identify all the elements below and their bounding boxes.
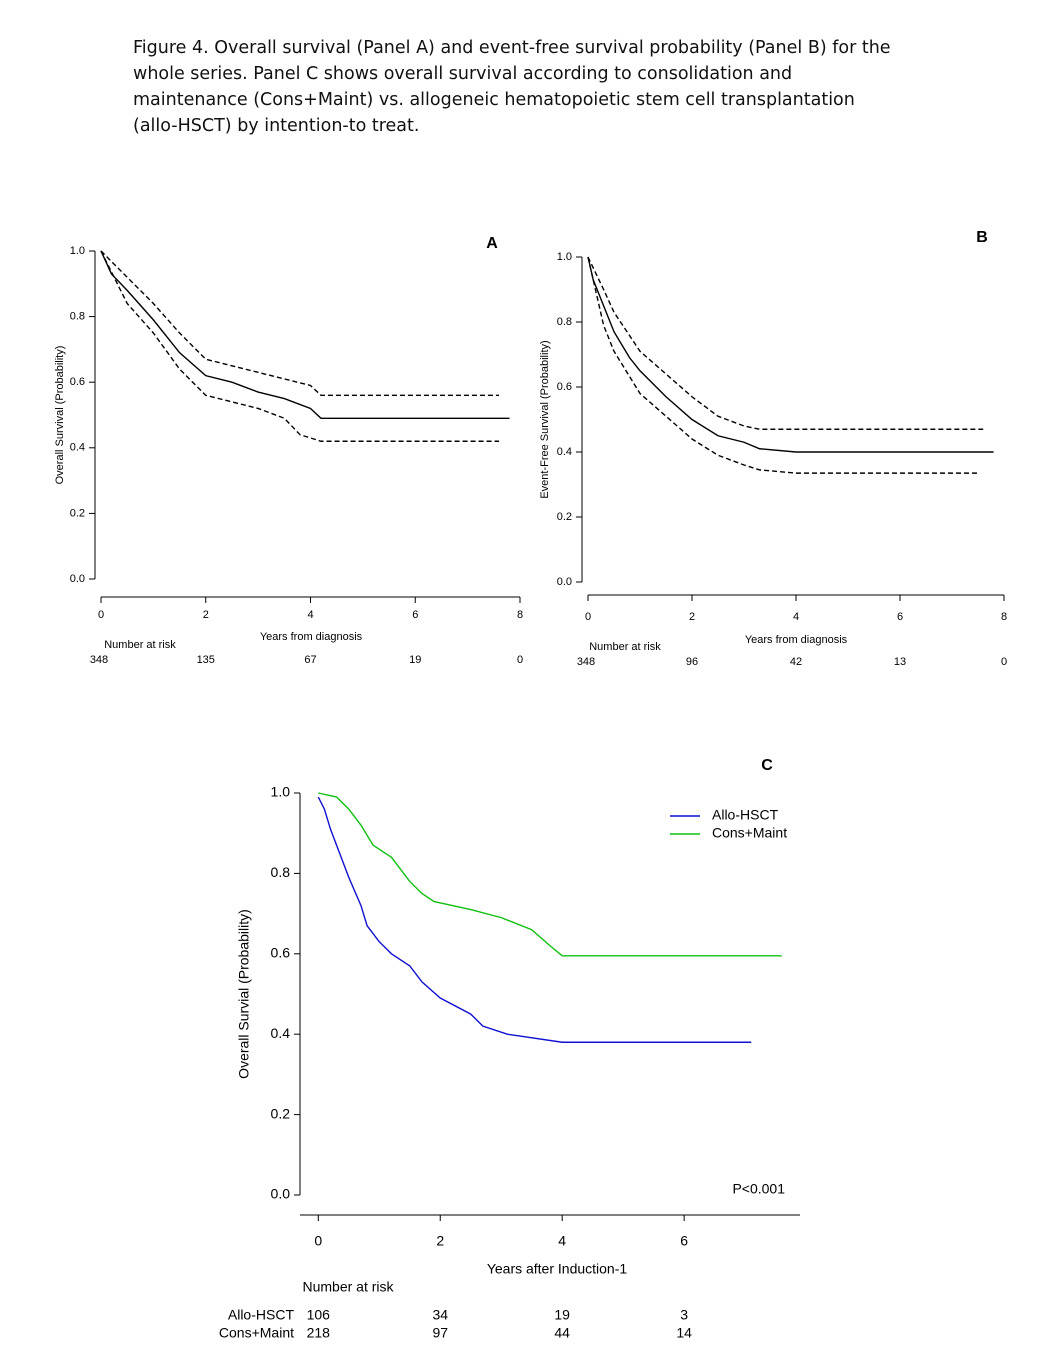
y-tick-label: 0.8 bbox=[70, 311, 85, 323]
y-axis-label: Overall Survial (Probability) bbox=[236, 909, 252, 1079]
y-tick-label: 0.4 bbox=[271, 1025, 291, 1041]
at-risk-count: 19 bbox=[409, 654, 421, 666]
at-risk-title: Number at risk bbox=[302, 1279, 394, 1295]
at-risk-count: 348 bbox=[577, 656, 595, 668]
y-tick-label: 0.2 bbox=[70, 507, 85, 519]
y-tick-label: 0.0 bbox=[557, 576, 572, 588]
at-risk-count: 0 bbox=[517, 654, 523, 666]
at-risk-title: Number at risk bbox=[589, 641, 661, 653]
at-risk-count: 96 bbox=[686, 656, 698, 668]
annotation: P<0.001 bbox=[732, 1181, 785, 1197]
x-tick-label: 0 bbox=[585, 611, 591, 623]
x-tick-label: 4 bbox=[307, 609, 313, 621]
survival-curve bbox=[100, 250, 510, 419]
survival-curve bbox=[100, 250, 500, 397]
at-risk-count: 97 bbox=[432, 1325, 448, 1341]
x-tick-label: 6 bbox=[897, 611, 903, 623]
y-tick-label: 0.4 bbox=[557, 446, 572, 458]
at-risk-count: 67 bbox=[304, 654, 316, 666]
at-risk-count: 14 bbox=[676, 1325, 692, 1341]
x-tick-label: 2 bbox=[689, 611, 695, 623]
at-risk-count: 218 bbox=[307, 1325, 331, 1341]
y-tick-label: 0.6 bbox=[70, 376, 85, 388]
at-risk-count: 19 bbox=[554, 1307, 570, 1323]
caption-line: whole series. Panel C shows overall surv… bbox=[133, 64, 793, 84]
y-tick-label: 0.0 bbox=[70, 573, 85, 585]
survival-curve bbox=[587, 256, 978, 474]
x-axis-label: Years from diagnosis bbox=[260, 631, 363, 643]
x-tick-label: 6 bbox=[412, 609, 418, 621]
x-tick-label: 2 bbox=[436, 1233, 444, 1249]
y-tick-label: 0.6 bbox=[271, 945, 291, 961]
x-tick-label: 8 bbox=[1001, 611, 1007, 623]
x-tick-label: 6 bbox=[680, 1233, 688, 1249]
y-tick-label: 1.0 bbox=[557, 251, 572, 263]
at-risk-count: 348 bbox=[90, 654, 108, 666]
x-axis-label: Years from diagnosis bbox=[745, 634, 848, 646]
legend-label: Cons+Maint bbox=[712, 825, 787, 841]
y-tick-label: 1.0 bbox=[271, 784, 291, 800]
x-tick-label: 4 bbox=[793, 611, 799, 623]
y-tick-label: 0.2 bbox=[557, 511, 572, 523]
panel-label: C bbox=[761, 757, 773, 774]
at-risk-count: 106 bbox=[307, 1307, 331, 1323]
x-tick-label: 8 bbox=[517, 609, 523, 621]
y-tick-label: 0.2 bbox=[271, 1105, 291, 1121]
x-tick-label: 2 bbox=[203, 609, 209, 621]
caption-line: Figure 4. Overall survival (Panel A) and… bbox=[133, 38, 891, 58]
x-tick-label: 0 bbox=[98, 609, 104, 621]
x-tick-label: 4 bbox=[558, 1233, 566, 1249]
panel-label: B bbox=[976, 229, 988, 246]
at-risk-count: 34 bbox=[432, 1307, 448, 1323]
y-tick-label: 0.8 bbox=[271, 864, 291, 880]
survival-curve bbox=[100, 250, 500, 442]
at-risk-count: 0 bbox=[1001, 656, 1007, 668]
at-risk-count: 42 bbox=[790, 656, 802, 668]
legend-label: Allo-HSCT bbox=[712, 807, 779, 823]
y-tick-label: 0.8 bbox=[557, 316, 572, 328]
x-tick-label: 0 bbox=[314, 1233, 322, 1249]
at-risk-count: 13 bbox=[894, 656, 906, 668]
survival-curve bbox=[587, 256, 984, 430]
at-risk-name: Cons+Maint bbox=[219, 1325, 294, 1341]
y-tick-label: 0.4 bbox=[70, 442, 85, 454]
y-tick-label: 0.0 bbox=[271, 1186, 291, 1202]
at-risk-count: 3 bbox=[680, 1307, 688, 1323]
x-axis-label: Years after Induction-1 bbox=[487, 1261, 628, 1277]
panel-label: A bbox=[486, 235, 498, 252]
y-tick-label: 1.0 bbox=[70, 245, 85, 257]
at-risk-title: Number at risk bbox=[104, 639, 176, 651]
at-risk-count: 135 bbox=[197, 654, 215, 666]
y-axis-label: Overall Survival (Probability) bbox=[54, 346, 66, 485]
survival-curve bbox=[318, 792, 782, 957]
survival-curve bbox=[317, 796, 752, 1043]
caption-line: maintenance (Cons+Maint) vs. allogeneic … bbox=[133, 90, 855, 110]
y-tick-label: 0.6 bbox=[557, 381, 572, 393]
survival-curve bbox=[587, 256, 994, 453]
y-axis-label: Event-Free Survival (Probability) bbox=[539, 340, 551, 498]
at-risk-count: 44 bbox=[554, 1325, 570, 1341]
at-risk-name: Allo-HSCT bbox=[228, 1307, 295, 1323]
caption-line: (allo-HSCT) by intention-to treat. bbox=[133, 116, 420, 136]
